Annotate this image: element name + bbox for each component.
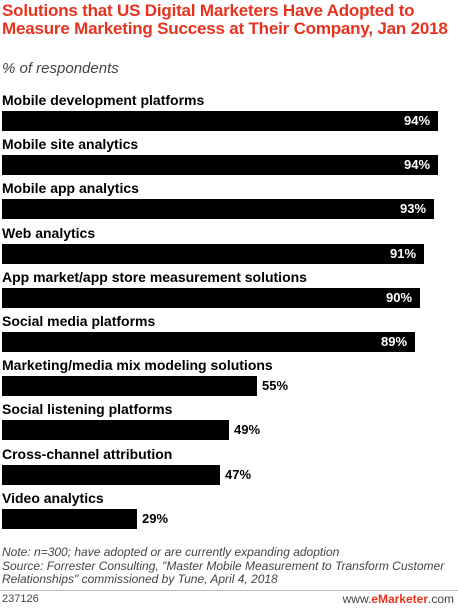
brand-prefix: www. (342, 592, 372, 606)
bar (2, 199, 434, 220)
category-label: Web analytics (2, 224, 96, 241)
bar (2, 243, 424, 264)
chart-title: Solutions that US Digital Marketers Have… (2, 1, 448, 38)
value-label: 55% (262, 378, 289, 394)
category-label: Social media platforms (2, 313, 156, 329)
category-label: Social listening platforms (2, 401, 173, 418)
category-label: Mobile development platforms (2, 92, 205, 108)
value-label: 94% (404, 157, 431, 173)
category-label: App market/app store measurement solutio… (2, 268, 307, 285)
chart-notes: Note: n=300; have adopted or are current… (2, 545, 454, 587)
bar (2, 376, 257, 397)
category-label: Mobile app analytics (2, 180, 139, 197)
category-label: Cross-channel attribution (2, 445, 173, 462)
bar (2, 111, 438, 131)
value-label: 94% (404, 113, 431, 128)
chart-subtitle: % of respondents (2, 60, 119, 77)
value-label: 89% (381, 334, 408, 349)
bar (2, 332, 415, 352)
value-label: 47% (225, 466, 252, 482)
brand-suffix: .com (427, 592, 454, 606)
bar (2, 155, 438, 176)
bar (2, 508, 137, 529)
category-label: Marketing/media mix modeling solutions (2, 357, 273, 374)
value-label: 49% (234, 422, 261, 438)
bar (2, 464, 220, 485)
value-label: 93% (400, 201, 427, 217)
chart-id: 237126 (2, 593, 39, 605)
bar (2, 420, 229, 441)
footer-divider (0, 590, 458, 591)
value-label: 29% (142, 510, 169, 526)
brand-credit: www.eMarketer.com (343, 592, 454, 606)
bar-chart: Mobile development platforms 94% Mobile si… (0, 88, 458, 534)
value-label: 91% (390, 245, 417, 261)
note-text: Note: n=300; have adopted or are current… (2, 545, 340, 559)
category-label: Mobile site analytics (2, 136, 139, 153)
bar (2, 287, 420, 308)
value-label: 90% (386, 289, 413, 305)
source-text: Source: Forrester Consulting, "Master Mo… (2, 558, 445, 586)
category-label: Video analytics (2, 489, 104, 506)
brand-name: eMarketer (371, 592, 428, 606)
